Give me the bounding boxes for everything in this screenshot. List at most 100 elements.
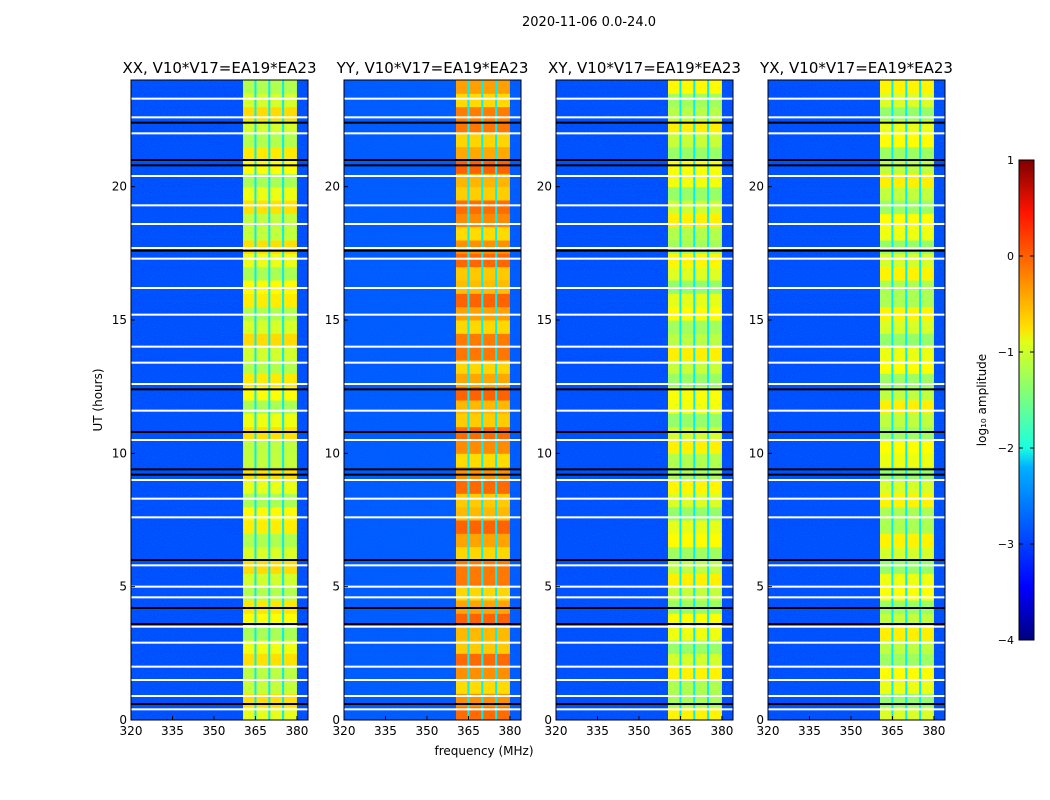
y-tick-label: 5 [119,580,127,594]
flag-black-line [556,164,733,167]
flag-white-line [344,708,521,711]
band-divider [919,80,922,720]
flag-white-line [131,345,308,348]
flag-black-line [556,607,733,609]
flag-white-line [131,665,308,668]
flag-white-line [344,345,521,348]
flag-white-line [344,116,521,119]
flag-black-line [344,159,521,161]
flag-white-line [768,97,945,100]
flag-black-line [768,703,945,705]
colorbar-tick-label: −4 [998,634,1014,647]
flag-white-line [556,287,733,289]
flag-white-line [131,497,308,500]
flag-white-line [556,204,733,207]
x-tick-label: 365 [669,724,692,738]
flag-white-line [131,204,308,207]
flag-white-line [344,641,521,644]
flag-white-line [131,409,308,412]
flag-black-line [344,623,521,625]
flag-black-line [768,164,945,167]
flag-white-line [344,479,521,481]
band-divider [891,80,894,720]
y-tick-label: 5 [544,580,552,594]
x-tick-label: 350 [840,724,863,738]
flag-white-line [131,479,308,481]
flag-black-line [556,431,733,433]
flag-black-line [344,249,521,252]
flag-white-line [768,313,945,316]
flag-white-line [131,695,308,697]
flag-white-line [344,313,521,316]
flag-white-line [131,132,308,135]
flag-white-line [131,383,308,385]
flag-black-line [344,607,521,609]
y-tick-label: 10 [325,446,340,460]
panel-3: YX, V10*V17=EA19*EA23 320 335 350 365 380 0 5 10… [749,59,953,738]
y-tick-label: 0 [119,713,127,727]
flag-white-line [556,361,733,364]
flag-white-line [768,497,945,500]
flag-black-line [344,703,521,705]
flag-white-line [344,625,521,628]
flag-white-line [556,175,733,177]
y-tick-label: 10 [749,446,764,460]
x-tick-label: 320 [757,724,780,738]
y-tick-label: 0 [544,713,552,727]
flag-white-line [131,439,308,441]
panel-frame [767,79,946,721]
panel-title: XX, V10*V17=EA19*EA23 [122,59,316,77]
x-axis-label: frequency (MHz) [434,744,533,758]
panel-title: YY, V10*V17=EA19*EA23 [336,59,529,77]
colorbar-tick-label: 0 [1007,250,1014,263]
colorbar-tick-label: −3 [998,538,1014,551]
panel-frame [130,79,309,721]
band-divider [707,80,710,720]
flag-black-line [131,623,308,625]
x-tick-label: 320 [545,724,568,738]
flag-white-line [768,665,945,668]
flag-white-line [131,247,308,249]
flag-white-line [768,204,945,207]
x-tick-label: 335 [161,724,184,738]
flag-white-line [131,361,308,364]
flag-white-line [556,479,733,481]
flag-white-line [131,257,308,260]
flag-white-line [556,497,733,500]
flag-white-line [344,439,521,441]
flag-white-line [131,625,308,628]
flag-black-line [131,473,308,476]
flag-white-line [768,345,945,348]
colorbar: log₁₀ amplitude 1 0 −1 −2 −3 −4 [975,154,1035,647]
flag-black-line [344,468,521,471]
y-tick-label: 15 [112,313,127,327]
flag-white-line [768,409,945,412]
flag-white-line [131,585,308,588]
flag-white-line [556,439,733,441]
flag-white-line [344,223,521,225]
flag-white-line [768,383,945,385]
flag-white-line [344,247,521,249]
flag-black-line [556,473,733,476]
flag-black-line [556,559,733,561]
flag-white-line [344,257,521,260]
flag-black-line [344,164,521,167]
flag-white-line [344,695,521,697]
flag-black-line [768,607,945,609]
flag-white-line [344,383,521,385]
x-tick-label: 335 [798,724,821,738]
colorbar-gradient [1018,159,1035,641]
flag-black-line [131,703,308,705]
panel-2: XY, V10*V17=EA19*EA23 320 335 350 365 380 0 5 10… [537,59,741,738]
colorbar-tick-label: −2 [998,442,1014,455]
x-tick-label: 380 [922,724,945,738]
figure-title: 2020-11-06 0.0-24.0 [522,15,656,30]
y-tick-label: 20 [749,180,764,194]
y-tick-label: 0 [756,713,764,727]
y-tick-label: 20 [537,180,552,194]
x-tick-label: 380 [710,724,733,738]
band-divider [282,80,285,720]
panel-frame [343,79,522,721]
flag-white-line [556,383,733,385]
